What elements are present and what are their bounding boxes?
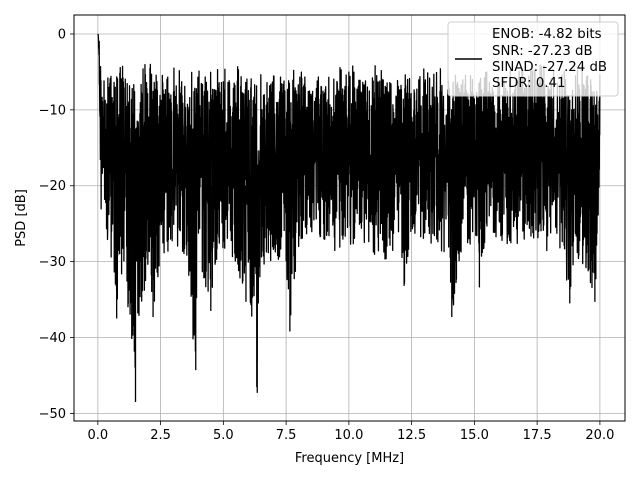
x-tick-label: 17.5 xyxy=(523,428,552,443)
y-tick-label: −40 xyxy=(39,331,66,346)
legend: ENOB: -4.82 bits SNR: -27.23 dB SINAD: -… xyxy=(447,21,619,97)
x-tick-label: 0.0 xyxy=(88,428,109,443)
legend-entry-sinad: SINAD: -27.24 dB xyxy=(492,60,607,75)
y-axis-label: PSD [dB] xyxy=(14,189,29,247)
x-tick-label: 12.5 xyxy=(397,428,426,443)
x-axis-label: Frequency [MHz] xyxy=(295,451,404,466)
x-tick-label: 20.0 xyxy=(585,428,614,443)
x-tick-label: 7.5 xyxy=(276,428,297,443)
plot-frame xyxy=(73,14,626,422)
x-tick-label: 15.0 xyxy=(460,428,489,443)
x-tick-label: 5.0 xyxy=(213,428,234,443)
legend-entry-enob: ENOB: -4.82 bits xyxy=(492,27,602,42)
x-axis: 0.0 2.5 5.0 7.5 10.0 12.5 15.0 17.5 20.0 xyxy=(88,421,614,443)
y-tick-label: −50 xyxy=(39,407,66,422)
y-tick-label: 0 xyxy=(58,27,66,42)
x-tick-label: 10.0 xyxy=(334,428,363,443)
legend-box xyxy=(447,21,619,97)
y-tick-label: −30 xyxy=(39,255,66,270)
x-tick-label: 2.5 xyxy=(150,428,171,443)
legend-entry-sfdr: SFDR: 0.41 xyxy=(492,76,565,91)
data-series xyxy=(97,33,601,403)
psd-series-line xyxy=(97,33,601,388)
y-tick-label: −10 xyxy=(39,103,66,118)
y-axis: 0 −10 −20 −30 −40 −50 xyxy=(39,27,74,422)
legend-entry-snr: SNR: -27.23 dB xyxy=(492,44,593,59)
y-tick-label: −20 xyxy=(39,179,66,194)
